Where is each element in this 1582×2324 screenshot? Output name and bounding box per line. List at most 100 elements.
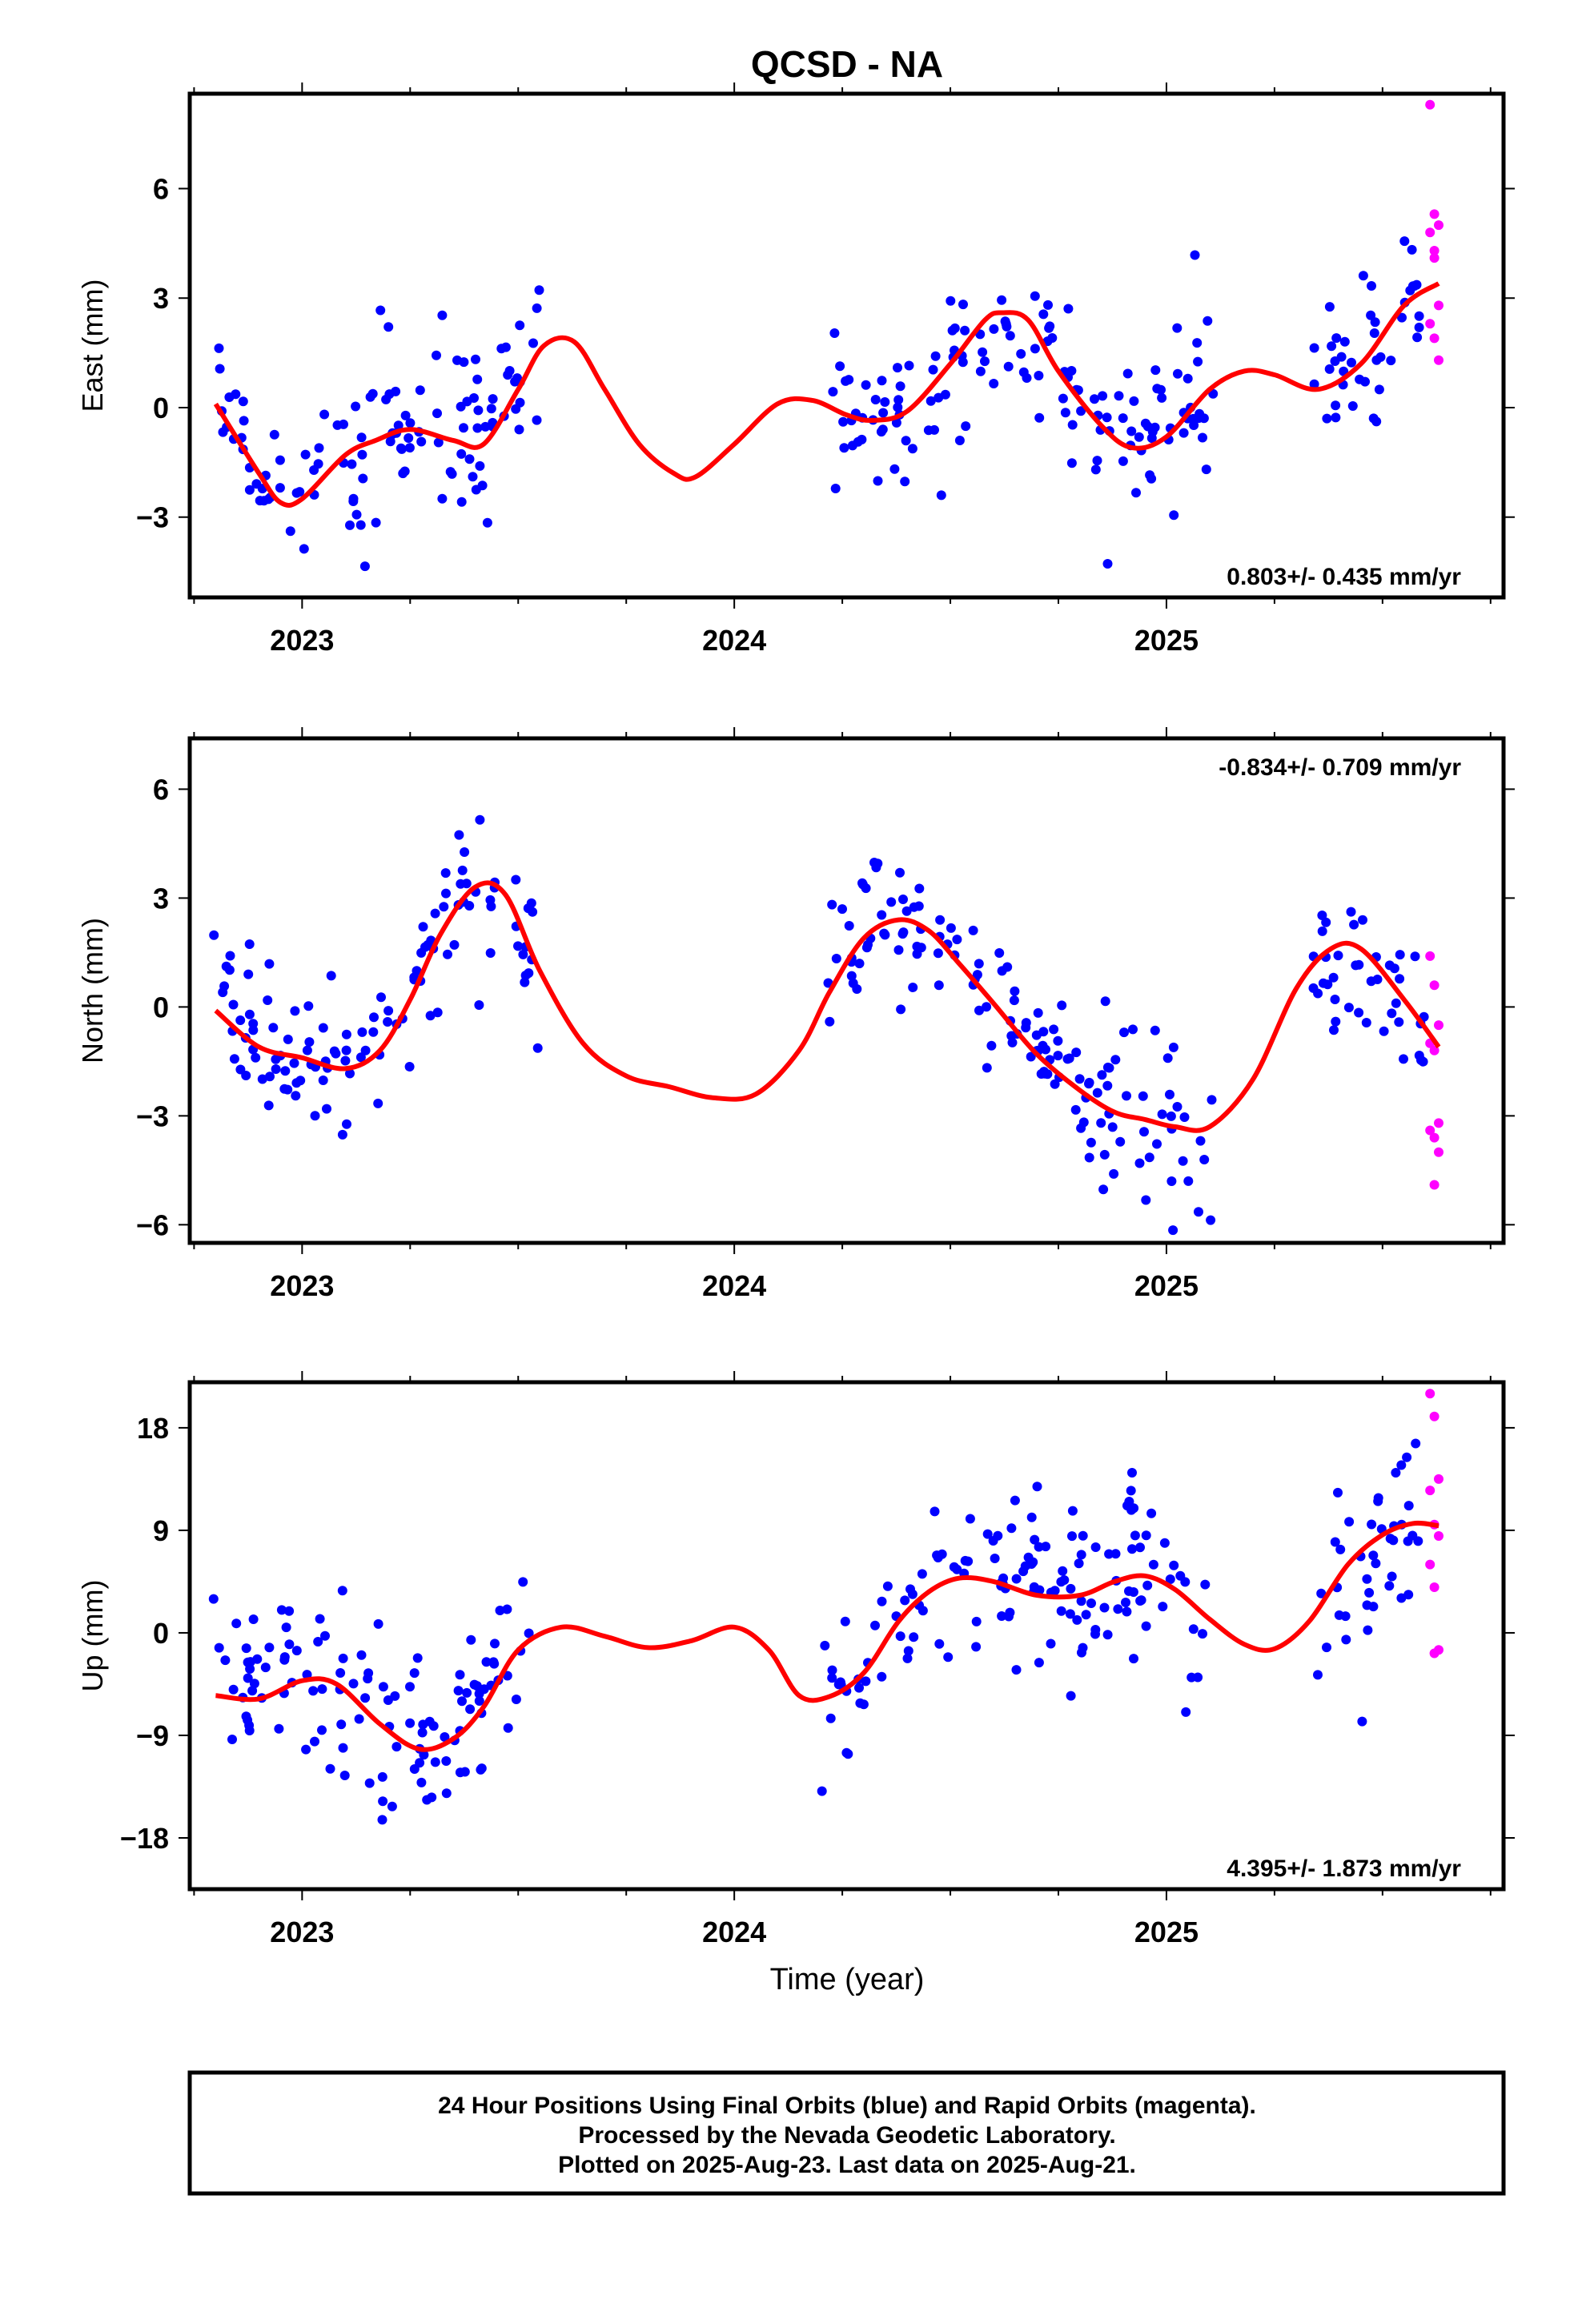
up-final-point [428,1721,439,1731]
north-x-tick-label: 2023 [270,1269,334,1302]
up-final-point [248,1614,259,1624]
up-final-point [1141,1621,1151,1631]
east-final-point [1331,412,1341,423]
up-final-point [317,1725,327,1735]
footer-line-3: Plotted on 2025-Aug-23. Last data on 202… [558,2152,1136,2178]
east-final-point [861,380,871,390]
up-final-point [378,1796,388,1807]
east-final-point [960,325,970,336]
east-final-point [1034,412,1045,423]
up-final-point [1135,1596,1146,1606]
up-final-point [1363,1625,1373,1635]
up-final-point [387,1801,397,1811]
east-final-point [359,561,370,572]
east-final-point [471,354,480,364]
up-final-point [877,1596,887,1606]
up-final-point [308,1686,319,1696]
up-final-point [243,1715,253,1725]
east-final-point [433,437,444,448]
north-final-point [263,995,273,1005]
north-final-point [986,1040,997,1051]
east-final-point [511,404,521,414]
up-final-point [291,1646,302,1656]
east-final-point [1102,412,1112,423]
east-final-point [1157,392,1167,403]
north-final-point [1333,951,1343,961]
north-final-point [837,904,847,915]
north-final-point [228,999,239,1010]
east-final-point [1145,470,1155,480]
up-final-point [302,1670,312,1680]
north-final-point [513,941,523,951]
north-final-point [909,902,919,912]
north-final-point [345,1068,355,1079]
up-final-point [1076,1550,1086,1560]
east-x-tick-label: 2025 [1134,624,1199,657]
east-panel: 2023 2024 2025 −3 0 3 6 East (mm) 0.803+/- 0.435… [76,82,1515,657]
up-final-point [360,1693,371,1703]
up-final-point [1090,1542,1101,1552]
east-y-axis-label: East (mm) [76,279,109,412]
up-final-point [348,1679,359,1689]
up-final-point [1076,1596,1086,1606]
up-final-point [378,1682,388,1692]
up-final-point [1074,1558,1084,1569]
north-final-point [1194,1207,1203,1217]
up-final-point [1086,1598,1096,1608]
north-final-point [873,858,883,869]
east-final-point [1131,488,1141,498]
up-final-point [1046,1638,1056,1649]
north-final-point [825,1016,835,1027]
up-final-point [895,1631,905,1642]
north-final-point [420,942,430,952]
north-y-tick-label: 6 [153,773,169,806]
up-final-point [1072,1614,1082,1625]
north-final-point [952,935,962,945]
up-final-point [934,1638,945,1649]
up-final-point [827,1673,837,1683]
north-rapid-point [1425,951,1435,961]
east-final-point [415,385,425,396]
east-final-point [1118,456,1128,466]
north-final-point [1084,1077,1094,1088]
up-final-point [1146,1508,1157,1518]
east-final-point [1360,376,1370,387]
east-final-point [515,320,525,331]
north-rapid-point [1429,1132,1439,1143]
east-final-point [1169,510,1179,521]
north-final-point [454,830,464,840]
north-y-tick-label: −3 [136,1100,169,1132]
east-model-curve [213,281,1440,508]
east-final-point [299,544,309,554]
up-final-point [917,1606,928,1616]
up-final-point [1371,1558,1381,1569]
east-final-point [1369,328,1379,338]
up-final-point [284,1606,295,1616]
east-final-point [835,361,845,372]
north-final-point [1086,1137,1096,1148]
east-final-point [383,322,394,332]
up-final-point [391,1742,402,1752]
north-final-point [1141,1195,1151,1205]
east-final-point [880,397,890,407]
up-final-point [440,1732,450,1742]
up-final-point [1316,1588,1327,1598]
east-final-point [332,420,343,430]
up-final-point [1128,1587,1138,1597]
north-final-point [318,1076,328,1085]
north-final-point [982,1002,992,1012]
north-final-point [425,1011,436,1021]
up-final-point [453,1686,464,1696]
north-final-point [1152,1139,1162,1149]
east-final-point [1199,413,1209,424]
east-rapid-point [1429,333,1439,344]
up-rapid-point [1434,1474,1443,1484]
east-final-point [1030,344,1040,354]
east-final-point [375,305,386,316]
up-final-point [909,1632,919,1642]
east-final-point [351,401,361,412]
up-final-point [241,1643,251,1654]
x-axis-label: Time (year) [770,1963,925,1996]
north-final-point [1166,1111,1176,1121]
east-final-point [456,497,467,507]
